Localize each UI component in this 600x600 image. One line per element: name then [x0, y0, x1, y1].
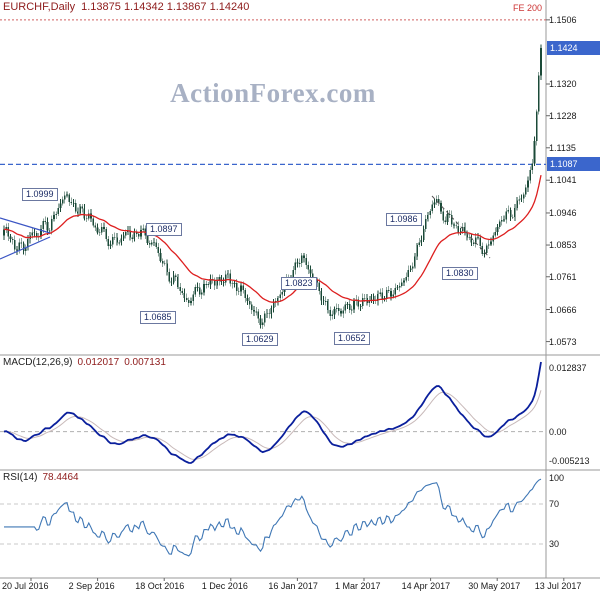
price-tick-label: 1.1228: [549, 110, 577, 121]
price-tick-label: 1.0761: [549, 271, 577, 282]
price-annotation[interactable]: 1.0830: [442, 267, 478, 280]
fib-expansion-label: FE 200: [512, 3, 542, 13]
price-tick-label: 1.0853: [549, 240, 577, 251]
rsi-100-label: 100: [549, 473, 565, 483]
date-label: 1 Dec 2016: [201, 581, 248, 591]
date-label: 18 Oct 2016: [135, 581, 185, 591]
rsi-title: RSI(14) 78.4464: [3, 472, 79, 483]
rsi-indicator-name: RSI(14): [3, 472, 38, 483]
date-label: 20 Jul 2016: [2, 581, 49, 591]
wedge-trendline-lower[interactable]: [0, 236, 51, 260]
price-tick-label: 1.1135: [549, 142, 576, 153]
candlestick-series: [3, 44, 542, 330]
macd-signal-line: [3, 390, 542, 460]
price-annotation[interactable]: 1.0629: [242, 333, 278, 346]
price-tick-label: 1.0573: [549, 336, 577, 347]
macd-signal-value: 0.007131: [124, 357, 166, 368]
price-tick-label: 1.1041: [549, 175, 577, 186]
macd-line: [3, 361, 542, 464]
price-tick-label: 1.0946: [549, 207, 577, 218]
macd-line-value: 0.012017: [77, 357, 120, 368]
price-annotation[interactable]: 1.0823: [281, 277, 317, 290]
current-price-box: 1.1424: [547, 41, 600, 56]
moving-average-line: [3, 174, 542, 303]
price-annotation[interactable]: 1.0685: [140, 311, 176, 324]
date-label: 13 Jul 2017: [534, 581, 582, 591]
date-label: 2 Sep 2016: [68, 581, 115, 591]
ohlc-values: 1.13875 1.14342 1.13867 1.14240: [81, 1, 250, 13]
price-annotation[interactable]: 1.0652: [334, 332, 370, 345]
resistance-price-box: 1.1087: [547, 157, 600, 172]
date-label: 14 Apr 2017: [401, 581, 451, 591]
rsi-70-label: 70: [549, 499, 560, 509]
price-annotation[interactable]: 1.0986: [386, 213, 422, 226]
watermark: ActionForex.com: [170, 78, 376, 108]
macd-max-label: 0.012837: [549, 363, 587, 373]
date-label: 1 Mar 2017: [335, 581, 381, 591]
price-annotation[interactable]: 1.0999: [22, 188, 58, 201]
price-tick-label: 1.1506: [549, 14, 577, 25]
date-label: 16 Jan 2017: [268, 581, 318, 591]
price-tick-label: 1.0666: [549, 304, 577, 315]
macd-indicator-name: MACD(12,26,9): [3, 357, 73, 368]
date-label: 30 May 2017: [468, 581, 521, 591]
wedge-trendline-upper[interactable]: [0, 217, 51, 234]
symbol-timeframe: EURCHF,Daily: [3, 1, 76, 13]
rsi-30-label: 30: [549, 539, 560, 549]
macd-min-label: -0.005213: [549, 456, 590, 466]
price-tick-label: 1.1320: [549, 79, 577, 89]
rsi-value: 78.4464: [42, 472, 79, 483]
swing-dashed-trendline[interactable]: [431, 195, 491, 259]
macd-title: MACD(12,26,9) 0.012017 0.007131: [3, 357, 166, 368]
rsi-line: [4, 478, 542, 557]
macd-zero-label: 0.00: [549, 426, 567, 437]
price-annotation[interactable]: 1.0897: [146, 223, 182, 236]
chart-header: EURCHF,Daily 1.13875 1.14342 1.13867 1.14…: [3, 1, 249, 13]
